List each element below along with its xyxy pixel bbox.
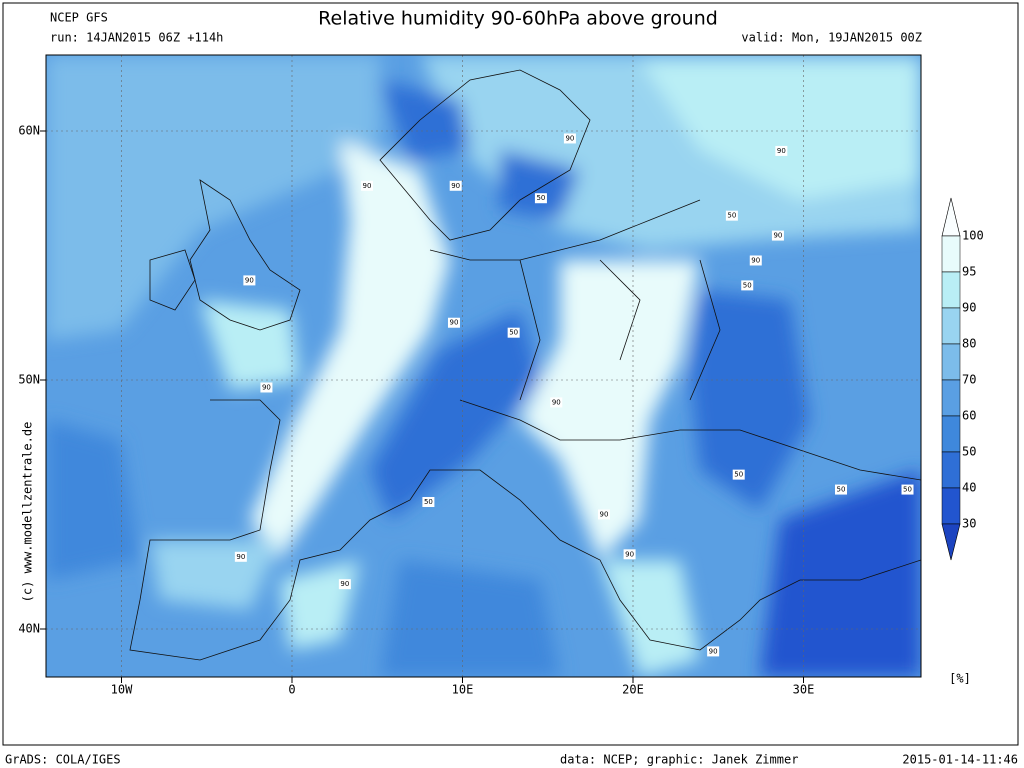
colorbar-swatch — [941, 379, 961, 417]
contour-label: 50 — [903, 486, 912, 494]
page-border — [2, 2, 1019, 746]
contour-label-box — [260, 382, 273, 393]
contour-label: 90 — [773, 232, 782, 240]
contour-label: 90 — [600, 510, 609, 518]
colorbar-label: 100 — [962, 229, 984, 243]
colorbar-label: 70 — [962, 373, 976, 387]
colorbar-label: 95 — [962, 265, 976, 279]
colorbar-swatch — [941, 487, 961, 525]
contour-label: 90 — [236, 553, 245, 561]
contour-label: 90 — [340, 580, 349, 588]
lat-label: 50N — [18, 373, 40, 387]
colorbar-swatch — [941, 415, 961, 453]
contour-label-box — [835, 484, 848, 495]
contour-label-box — [598, 509, 611, 520]
contour-label: 50 — [743, 281, 752, 289]
colorbar-label: 80 — [962, 337, 976, 351]
axis-ticks: 60N 50N 40N 10W 0 10E 20E 30E — [18, 124, 814, 697]
colorbar-top — [941, 197, 961, 237]
contour-label: 90 — [751, 256, 760, 264]
contour-label-box — [338, 579, 351, 590]
colorbar-unit: [%] — [949, 672, 971, 686]
lon-label: 0 — [288, 683, 295, 697]
contour-label: 90 — [565, 134, 574, 142]
contour-label-box — [623, 549, 636, 560]
colorbar-bottom — [941, 523, 961, 561]
contour-label: 90 — [625, 550, 634, 558]
map-title: Relative humidity 90-60hPa above ground — [318, 8, 718, 30]
contour-label: 90 — [709, 647, 718, 655]
map-frame — [45, 54, 922, 678]
graticule — [46, 55, 921, 677]
contour-label-box — [901, 484, 914, 495]
valid-time: valid: Mon, 19JAN2015 00Z — [741, 31, 922, 45]
footer-right: 2015-01-14-11:46 — [902, 753, 1018, 767]
colorbar-label: 40 — [962, 481, 976, 495]
contour-label-box — [534, 193, 547, 204]
contour-label: 50 — [509, 329, 518, 337]
colorbar-swatch — [941, 235, 961, 273]
footer-center: data: NCEP; graphic: Janek Zimmer — [560, 753, 798, 767]
colorbar-swatch — [941, 343, 961, 381]
lon-label: 10E — [452, 683, 474, 697]
contour-label-box — [775, 145, 788, 156]
colorbar-label: 50 — [962, 445, 976, 459]
contour-labels: 90 90 90 50 90 50 90 90 50 90 90 50 90 90 50 90 90 50 50 50… — [234, 133, 914, 657]
colorbar-label: 60 — [962, 409, 976, 423]
contour-label-box — [550, 397, 563, 408]
contour-label: 90 — [451, 182, 460, 190]
colorbar-swatch — [941, 451, 961, 489]
contour-label: 90 — [450, 319, 459, 327]
map-field: 90 90 90 50 90 50 90 90 50 90 90 50 90 90 50 90 90 50 50 50… — [46, 55, 921, 677]
contour-label-box — [507, 327, 520, 338]
contour-label: 50 — [837, 486, 846, 494]
contour-label: 50 — [734, 471, 743, 479]
contour-label: 90 — [552, 398, 561, 406]
lat-label: 60N — [18, 124, 40, 138]
lon-label: 20E — [622, 683, 644, 697]
humidity-areas — [46, 55, 921, 677]
contour-label-box — [741, 280, 754, 291]
contour-label-box — [749, 255, 762, 266]
colorbar-swatch — [941, 271, 961, 309]
contour-label: 90 — [777, 147, 786, 155]
coastlines — [129, 69, 921, 661]
model-name: NCEP GFS — [50, 11, 108, 25]
run-info: run: 14JAN2015 06Z +114h — [50, 31, 223, 45]
lat-label: 40N — [18, 622, 40, 636]
contour-label: 50 — [424, 498, 433, 506]
contour-label-box — [449, 180, 462, 191]
contour-label-box — [234, 551, 247, 562]
contour-label-box — [447, 317, 460, 328]
colorbar-swatch — [941, 307, 961, 345]
contour-label-box — [725, 210, 738, 221]
contour-label-box — [243, 275, 256, 286]
contour-label: 90 — [363, 182, 372, 190]
contour-label: 90 — [245, 276, 254, 284]
contour-label-box — [771, 230, 784, 241]
colorbar-label: 30 — [962, 517, 976, 531]
contour-label-box — [361, 180, 374, 191]
contour-label: 50 — [727, 212, 736, 220]
copyright: (c) www.modellzentrale.de — [21, 422, 35, 603]
lon-label: 10W — [111, 683, 133, 697]
contour-label-box — [707, 646, 720, 657]
footer-left: GrADS: COLA/IGES — [5, 753, 121, 767]
lon-label: 30E — [793, 683, 815, 697]
contour-label: 50 — [536, 194, 545, 202]
contour-label-box — [563, 133, 576, 144]
colorbar: 100 95 90 80 70 60 50 40 30 [%] — [941, 197, 984, 686]
contour-label: 90 — [262, 383, 271, 391]
contour-label-box — [732, 469, 745, 480]
colorbar-label: 90 — [962, 301, 976, 315]
contour-label-box — [422, 497, 435, 508]
